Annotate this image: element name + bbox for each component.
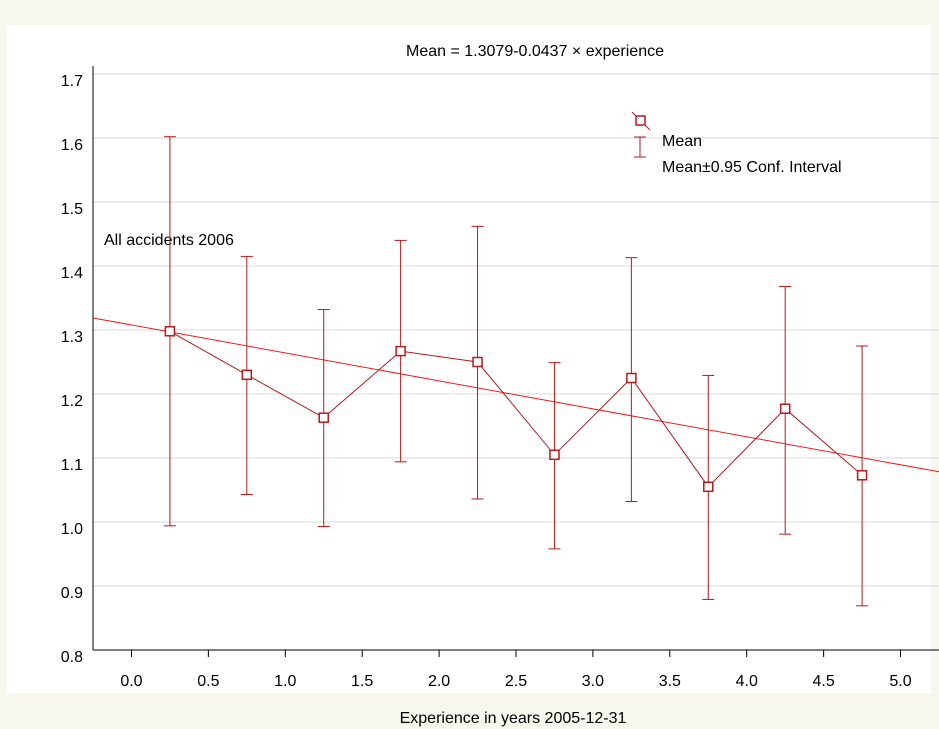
annotation: All accidents 2006 — [104, 232, 234, 249]
y-tick-label: 1.2 — [61, 393, 83, 410]
legend-marker — [635, 115, 646, 126]
y-tick-label: 1.4 — [61, 265, 83, 282]
legend-label: Mean — [662, 133, 702, 150]
x-tick-label: 4.0 — [736, 673, 758, 690]
mean-marker — [164, 326, 176, 337]
y-tick-label: 0.9 — [61, 585, 83, 602]
y-tick-label: 1.5 — [61, 201, 83, 218]
x-tick-label: 2.0 — [428, 673, 450, 690]
y-tick-label: 1.1 — [61, 457, 83, 474]
x-tick-label: 4.5 — [813, 673, 835, 690]
x-tick-label: 0.5 — [197, 673, 219, 690]
regression-line — [92, 317, 939, 473]
y-tick-label: 1.0 — [61, 521, 83, 538]
legend-label: Mean±0.95 Conf. Interval — [662, 159, 842, 176]
x-tick-label: 5.0 — [889, 673, 911, 690]
y-tick-label: 1.7 — [61, 73, 83, 90]
chart-title: Mean = 1.3079-0.0437 × experience — [406, 43, 664, 60]
x-tick-label: 0.0 — [120, 673, 142, 690]
y-tick-label: 1.6 — [61, 137, 83, 154]
x-tick-label: 3.0 — [582, 673, 604, 690]
mean-marker — [626, 372, 637, 384]
mean-marker — [472, 356, 483, 368]
mean-marker — [395, 345, 406, 357]
series-line — [169, 330, 863, 488]
x-tick-label: 1.0 — [274, 673, 296, 690]
x-tick-label: 1.5 — [351, 673, 373, 690]
x-tick-label: 2.5 — [505, 673, 527, 690]
mean-marker — [779, 403, 791, 414]
mean-marker — [241, 369, 253, 381]
mean-marker — [549, 449, 560, 461]
y-tick-label: 1.3 — [61, 329, 83, 346]
mean-marker — [318, 412, 329, 423]
legend-errorbar-icon — [634, 136, 646, 158]
x-tick-label: 3.5 — [659, 673, 681, 690]
chart-background — [7, 25, 931, 693]
mean-marker — [856, 470, 868, 481]
y-tick-label: 0.8 — [61, 649, 83, 666]
x-axis-label: Experience in years 2005-12-31 — [400, 710, 627, 727]
mean-marker — [703, 481, 714, 493]
